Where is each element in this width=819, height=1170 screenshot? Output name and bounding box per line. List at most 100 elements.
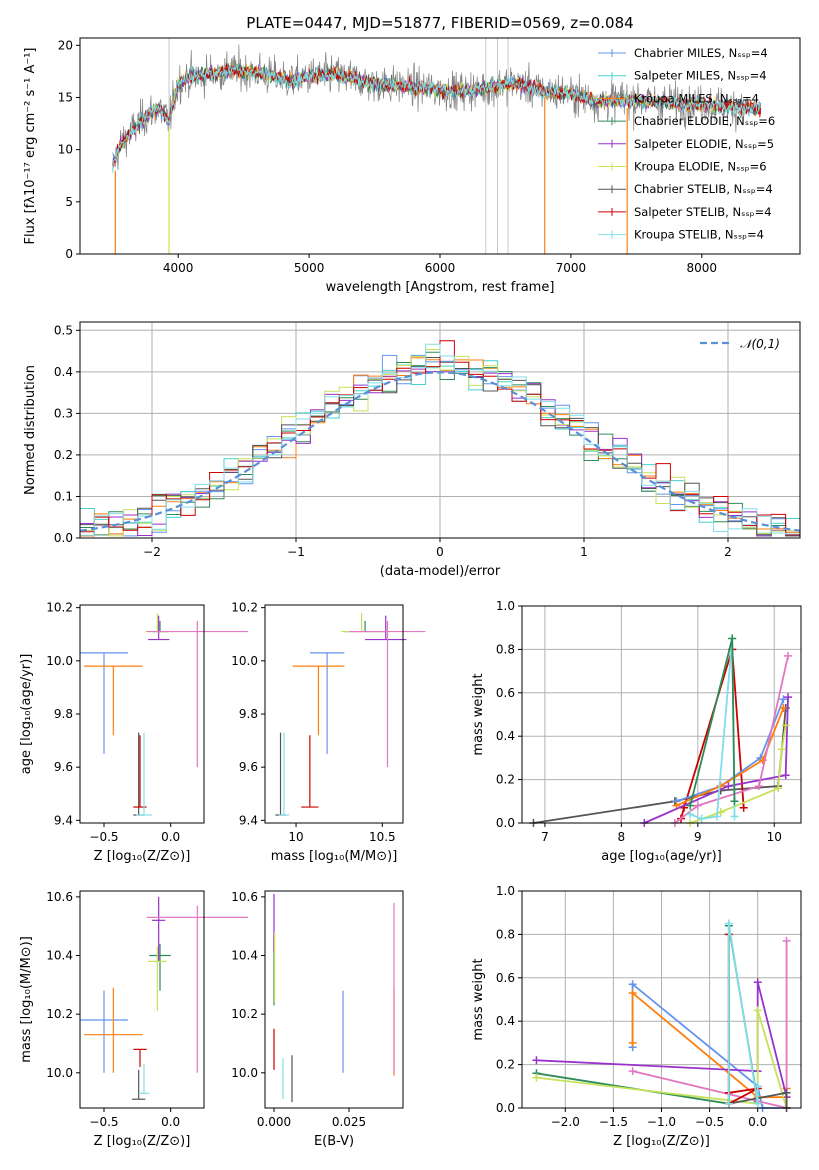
residuals-x-axis-label: (data-model)/error — [380, 564, 501, 579]
y-tick-label: 0.0 — [54, 531, 73, 545]
axes-frame — [79, 37, 801, 255]
spectrum-legend: Chabrier MILES, Nₛₛₚ=4 Salpeter MILES, Nₛ… — [598, 46, 775, 242]
weight-marker — [628, 988, 637, 997]
y-tick-label: 0.4 — [54, 365, 73, 379]
weight-marker — [686, 801, 695, 810]
legend-label: Chabrier STELIB, Nₛₛₚ=4 — [634, 182, 773, 196]
y-tick-label: 10.0 — [46, 654, 73, 668]
age_vs_mass-x-axis-label: mass [log₁₀(M/M⊙)] — [271, 849, 398, 864]
weight-marker — [782, 936, 791, 945]
x-tick-label: 10 — [288, 830, 303, 844]
y-tick-label: 0.4 — [496, 729, 515, 743]
weight-marker — [730, 812, 739, 821]
spectrum-lines — [112, 38, 762, 254]
weight-marker — [730, 797, 739, 806]
mass_vs_Z-x-axis-label: Z [log₁₀(Z/Z⊙)] — [94, 1134, 191, 1149]
y-tick-label: 9.8 — [54, 707, 73, 721]
weight-marker — [784, 693, 793, 702]
weight_vs_Z-series — [532, 919, 791, 1112]
legend-label: Kroupa MILES, Nₛₛₚ=4 — [634, 91, 759, 105]
residual-histogram — [80, 343, 800, 536]
y-tick-label: 9.6 — [54, 760, 73, 774]
x-tick-label: −0.5 — [695, 1115, 724, 1129]
weight-marker — [728, 634, 737, 643]
x-tick-label: −1.5 — [599, 1115, 628, 1129]
weight_vs_Z-axes: −2.0 −1.5 −1.0 −0.5 0.0 0.0 0.2 0.4 0.6 0.8 1.0 Z [… — [471, 884, 801, 1149]
y-tick-label: 0.8 — [496, 642, 515, 656]
y-tick-label: 0 — [65, 247, 73, 261]
weight-marker — [628, 1067, 637, 1076]
y-tick-label: 15 — [58, 90, 73, 104]
x-tick-label: 6000 — [425, 261, 456, 275]
weight_vs_age-series — [529, 634, 793, 827]
y-tick-label: 10.6 — [231, 890, 258, 904]
legend-label: Salpeter STELIB, Nₛₛₚ=4 — [634, 205, 772, 219]
weight-marker — [774, 784, 783, 793]
weight-marker — [782, 1088, 791, 1097]
y-tick-label: 20 — [58, 38, 73, 52]
x-tick-label: 10.5 — [369, 830, 396, 844]
legend-label: Chabrier ELODIE, Nₛₛₚ=6 — [634, 114, 775, 128]
weight-marker — [628, 1038, 637, 1047]
weight_vs_Z-y-axis-label: mass weight — [471, 958, 486, 1040]
spectrum-axes: 4000 5000 6000 7000 8000 0 5 10 15 20 wavelength [… — [23, 38, 717, 295]
axes-frame — [521, 605, 802, 824]
legend-label: Salpeter ELODIE, Nₛₛₚ=5 — [634, 137, 774, 151]
mass_vs_EBV-x-axis-label: E(B-V) — [314, 1134, 354, 1149]
mass_vs_EBV-points — [273, 893, 395, 1103]
weight-marker — [712, 812, 721, 821]
residuals-y-axis-label: Normed distribution — [23, 365, 38, 495]
y-tick-label: 0.4 — [496, 1014, 515, 1028]
x-tick-label: 0 — [436, 545, 444, 559]
y-tick-label: 0.8 — [496, 927, 515, 941]
y-tick-label: 0.2 — [496, 1058, 515, 1072]
weight-marker — [784, 651, 793, 660]
x-tick-label: 0.0 — [748, 1115, 767, 1129]
gaussian-legend-label: 𝒩(0,1) — [740, 337, 780, 351]
y-tick-label: 10 — [58, 143, 73, 157]
legend-label: Salpeter MILES, Nₛₛₚ=4 — [634, 69, 767, 83]
x-tick-label: 8 — [618, 830, 626, 844]
axes-frame — [264, 604, 404, 824]
y-tick-label: 10.0 — [231, 654, 258, 668]
y-tick-label: 10.4 — [46, 949, 73, 963]
spectrum-y-axis-label: Flux [fλ10⁻¹⁷ erg cm⁻² s⁻¹ A⁻¹] — [23, 48, 38, 245]
axes-frame — [79, 604, 205, 824]
mass_vs_Z-y-axis-label: mass [log₁₀(M/M⊙)] — [19, 936, 34, 1063]
y-tick-label: 10.2 — [231, 601, 258, 615]
weight-marker — [777, 745, 786, 754]
weight-marker — [781, 771, 790, 780]
x-tick-label: 10 — [767, 830, 782, 844]
x-tick-label: 0.0 — [161, 1115, 180, 1129]
y-tick-label: 10.0 — [46, 1066, 73, 1080]
y-tick-label: 10.0 — [231, 1066, 258, 1080]
x-tick-label: 4000 — [163, 261, 194, 275]
axes-frame — [521, 890, 802, 1109]
weight-marker — [753, 978, 762, 987]
weight-marker — [779, 695, 788, 704]
y-tick-label: 10.2 — [46, 1007, 73, 1021]
legend-label: Kroupa ELODIE, Nₛₛₚ=6 — [634, 160, 767, 174]
spectrum-model-line — [112, 65, 762, 174]
mass_vs_EBV-axes: 0.000 0.025 10.0 10.2 10.4 10.6 E(B-V) — [231, 890, 366, 1149]
legend-label: Chabrier MILES, Nₛₛₚ=4 — [634, 46, 768, 60]
weight-line — [643, 697, 789, 824]
weight-marker — [724, 919, 733, 928]
y-tick-label: 9.4 — [239, 813, 258, 827]
weight-line — [680, 649, 745, 819]
mass_vs_Z-axes: −0.5 0.0 10.0 10.2 10.4 10.6 Z [log₁₀(Z/Z⊙)] ma… — [19, 890, 190, 1149]
weight-line — [676, 707, 785, 807]
y-tick-label: 0.0 — [496, 1101, 515, 1115]
weight-marker — [628, 980, 637, 989]
y-tick-label: 1.0 — [496, 884, 515, 898]
figure-title: PLATE=0447, MJD=51877, FIBERID=0569, z=0… — [246, 14, 633, 32]
y-tick-label: 10.6 — [46, 890, 73, 904]
y-tick-label: 0.5 — [54, 323, 73, 337]
age_vs_Z-x-axis-label: Z [log₁₀(Z/Z⊙)] — [94, 849, 191, 864]
axes-frame — [79, 890, 205, 1109]
y-tick-label: 9.8 — [239, 707, 258, 721]
weight_vs_age-axes: 7 8 9 10 0.0 0.2 0.4 0.6 0.8 1.0 age [log₁₀(age/yr… — [471, 599, 801, 864]
x-tick-label: 1 — [580, 545, 588, 559]
y-tick-label: 10.4 — [231, 949, 258, 963]
y-tick-label: 0.2 — [54, 448, 73, 462]
